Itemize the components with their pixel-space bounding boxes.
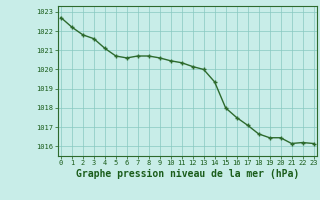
X-axis label: Graphe pression niveau de la mer (hPa): Graphe pression niveau de la mer (hPa) [76,169,299,179]
